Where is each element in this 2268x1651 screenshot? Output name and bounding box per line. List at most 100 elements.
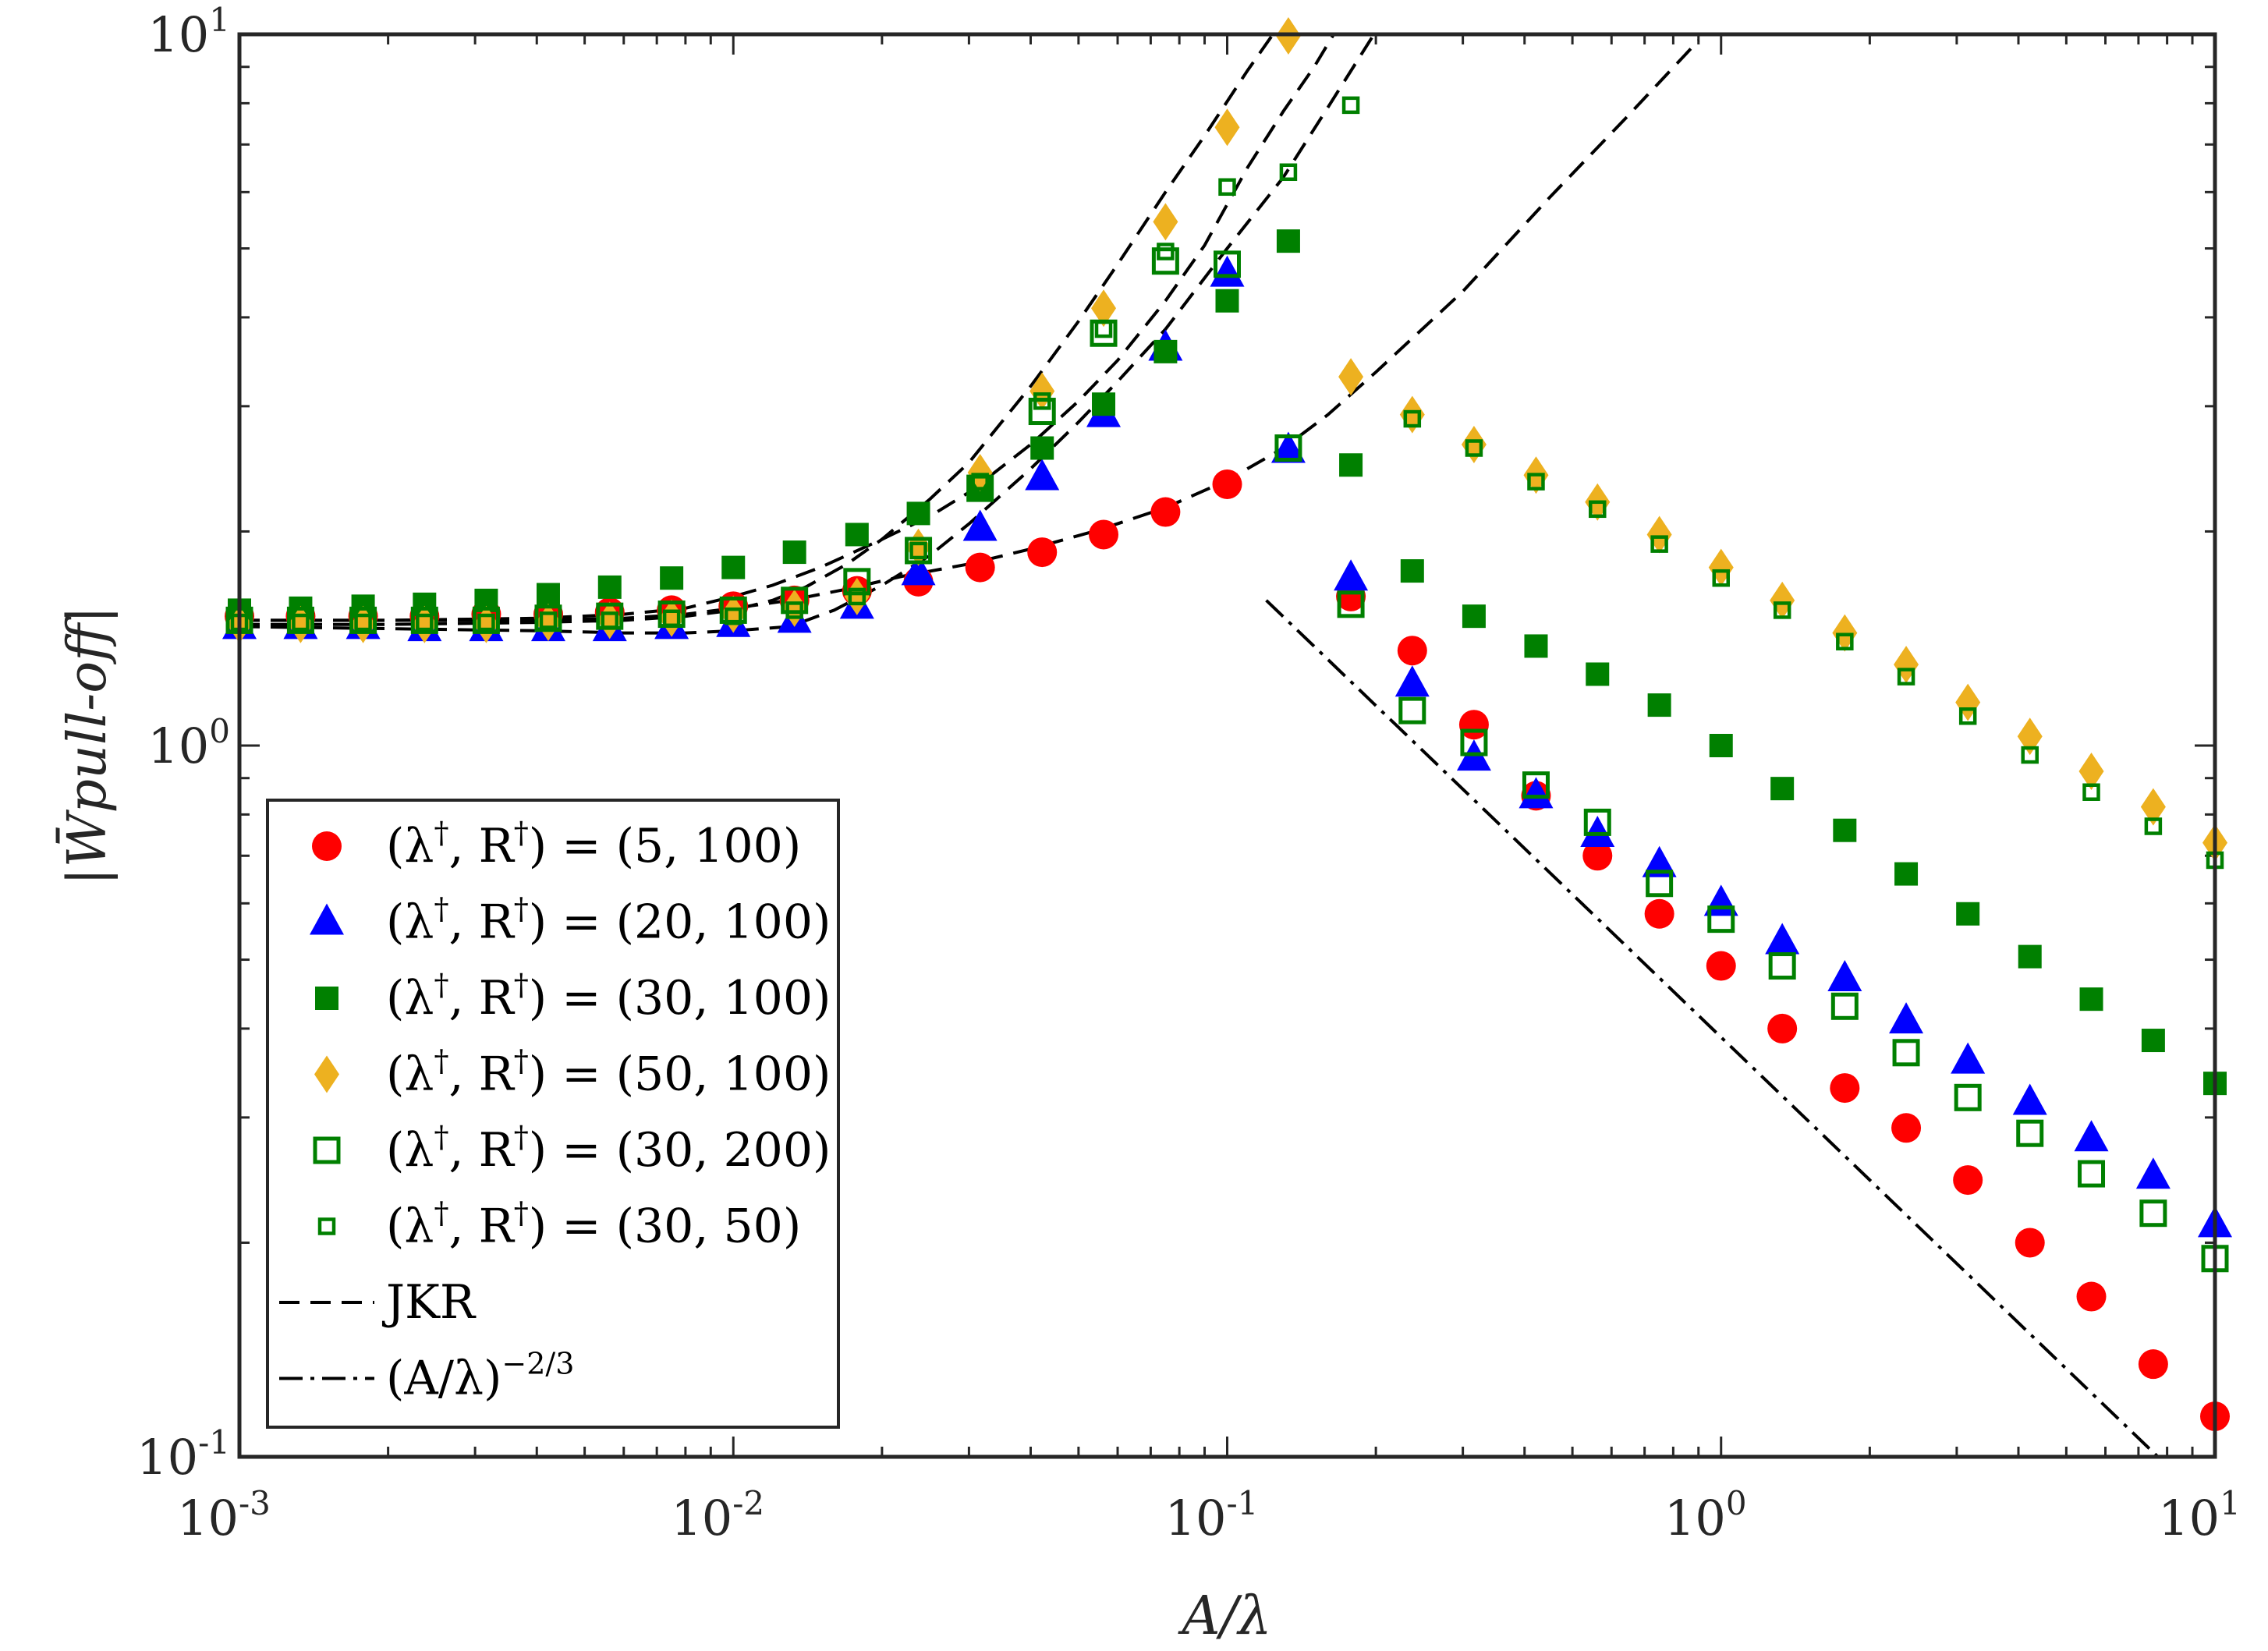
lambda30-r200-point <box>1892 1039 1920 1067</box>
lambda30-r100-point <box>1030 436 1054 460</box>
lambda30-r100-point <box>1215 289 1239 313</box>
lambda30-r200-point <box>1398 696 1426 725</box>
lambda20-r100-point <box>1270 431 1306 463</box>
lambda5-r100-point <box>1891 1113 1922 1143</box>
lambda30-r200-point <box>1214 250 1241 278</box>
lambda30-r50-point <box>1341 96 1360 115</box>
lambda30-r100-point <box>1276 229 1300 253</box>
y-axis-label-group: |W̄pull-off| <box>57 606 119 886</box>
lambda30-r100-point <box>845 523 869 547</box>
lambda20-r100-point <box>2074 1120 2109 1152</box>
lambda30-r200-point <box>472 606 500 634</box>
legend-label: (λ†, R†) = (50, 100) <box>386 1044 831 1102</box>
y-tick-label: 100 <box>147 712 230 774</box>
lambda5-r100-point <box>965 552 995 583</box>
legend-label: (λ†, R†) = (30, 200) <box>386 1120 831 1178</box>
lambda30-r50-point <box>1527 473 1545 491</box>
x-tick-label: 101 <box>2158 1484 2241 1546</box>
lambda20-r100-point <box>901 554 936 586</box>
lambda20-r100-point <box>1580 815 1615 847</box>
lambda30-r200-point <box>2016 1119 2044 1147</box>
lambda30-r100-point <box>536 583 560 607</box>
legend-label: (λ†, R†) = (30, 100) <box>386 968 831 1026</box>
lambda30-r100-point <box>1709 734 1733 757</box>
lambda30-r200-point <box>781 586 809 615</box>
lambda5-r100-point <box>1706 951 1736 981</box>
lambda30-r50-point <box>2144 817 2163 835</box>
lambda5-r100-point <box>2076 1281 2107 1312</box>
lambda30-r50-point <box>2082 783 2100 801</box>
lambda30-r200-point <box>1646 870 1674 898</box>
lambda50-r100-point <box>2017 717 2043 756</box>
lambda20-r100-point <box>1889 1002 1924 1034</box>
lambda30-r200-point <box>1522 771 1550 799</box>
x-tick-label: 10-2 <box>671 1484 764 1546</box>
lambda30-r200-point <box>966 474 994 502</box>
power-law-line <box>1265 599 2160 1457</box>
lambda30-r50-point <box>1589 500 1607 519</box>
legend-box <box>266 799 840 1429</box>
lambda30-r100-point <box>2018 944 2042 969</box>
lambda30-r100-point <box>1524 634 1548 658</box>
lambda30-r200-point <box>1707 905 1735 934</box>
lambda20-r100-point <box>962 509 998 541</box>
x-tick-label: 10-1 <box>1165 1484 1259 1546</box>
lambda30-r50-point <box>1157 243 1175 260</box>
lambda30-r200-point <box>534 604 562 632</box>
lambda30-r50-point <box>785 601 803 619</box>
lambda30-r50-point <box>1033 392 1051 410</box>
lambda30-r200-point <box>843 568 871 596</box>
lambda30-r200-point <box>286 606 314 634</box>
lambda30-r100-point <box>2141 1029 2165 1053</box>
x-tick-label: 10-3 <box>177 1484 271 1546</box>
lambda30-r200-point <box>905 537 933 565</box>
lambda5-r100-point <box>1089 519 1119 550</box>
y-axis-label: |W̄pull-off| <box>57 606 119 886</box>
lambda30-r50-point <box>909 541 927 560</box>
legend-label: (λ†, R†) = (5, 100) <box>386 816 801 873</box>
lambda30-r100-point <box>1956 902 1980 926</box>
x-axis-label: A/λ <box>1177 1585 1271 1647</box>
lambda20-r100-point <box>1025 459 1060 491</box>
lambda30-r200-point <box>349 606 377 634</box>
lambda30-r50-point <box>1712 569 1730 587</box>
lambda20-r100-point <box>2012 1083 2047 1115</box>
lambda20-r100-point <box>1827 960 1862 992</box>
legend-label: (λ†, R†) = (30, 50) <box>386 1196 801 1254</box>
lambda30-r100-point <box>1400 559 1424 583</box>
lambda30-r50-point <box>1403 409 1422 428</box>
legend-marker <box>312 831 342 861</box>
lambda30-r50-point <box>2021 746 2039 764</box>
lambda50-r100-point <box>2140 788 2166 826</box>
plot-frame <box>237 32 2217 1459</box>
lambda30-r50-point <box>1958 707 1977 725</box>
jkr-curve <box>239 34 1275 626</box>
lambda20-r100-point <box>1518 777 1554 809</box>
lambda5-r100-point <box>1582 841 1613 871</box>
lambda5-r100-point <box>1830 1073 1860 1104</box>
lambda30-r50-point <box>725 607 742 625</box>
lambda30-r200-point <box>1460 728 1488 756</box>
legend-label: (A/λ)−2/3 <box>386 1347 574 1406</box>
lambda30-r50-point <box>1650 535 1668 553</box>
y-tick-label: 101 <box>147 1 230 63</box>
lambda50-r100-point <box>844 577 870 615</box>
lambda30-r200-point <box>2078 1160 2106 1188</box>
lambda20-r100-point <box>1642 845 1677 877</box>
jkr-curve <box>239 34 1336 622</box>
lambda30-r200-point <box>1954 1083 1982 1111</box>
lambda5-r100-point <box>1644 898 1674 929</box>
lambda5-r100-point <box>1150 497 1181 527</box>
lambda30-r50-point <box>1836 632 1854 650</box>
lambda30-r100-point <box>906 501 930 526</box>
lambda50-r100-point <box>1091 289 1117 328</box>
lambda30-r200-point <box>1274 434 1302 462</box>
legend-marker <box>317 1217 336 1235</box>
lambda30-r100-point <box>1586 662 1610 686</box>
legend-marker <box>315 987 338 1010</box>
lambda50-r100-point <box>1338 358 1364 396</box>
lambda30-r50-point <box>292 613 310 632</box>
lambda30-r100-point <box>1153 339 1178 363</box>
lambda5-r100-point <box>1397 636 1427 666</box>
lambda30-r50-point <box>601 611 619 629</box>
